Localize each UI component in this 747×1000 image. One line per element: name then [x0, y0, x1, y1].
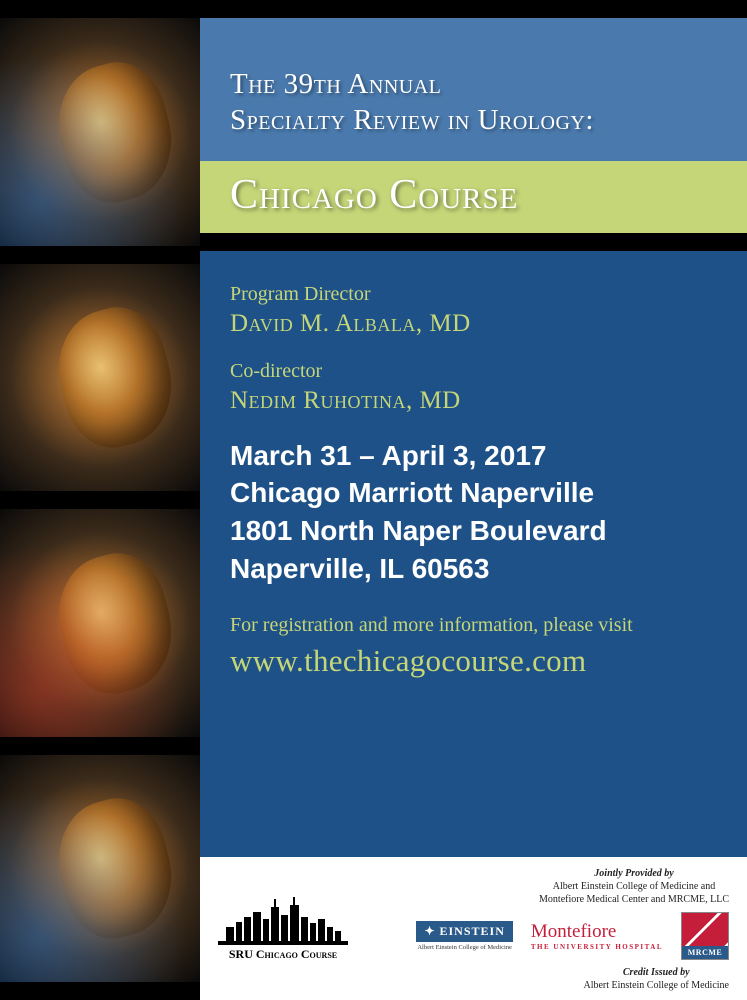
sidebar-divider — [0, 491, 200, 509]
kidney-illustration — [0, 509, 200, 737]
sidebar-divider — [0, 246, 200, 264]
title-line-1: The 39th Annual — [230, 66, 717, 102]
co-director-name: Nedim Ruhotina, MD — [230, 387, 717, 415]
montefiore-logo: Montefiore THE UNIVERSITY HOSPITAL — [531, 921, 663, 951]
title-band: The 39th Annual Specialty Review in Urol… — [200, 18, 747, 161]
mrcme-icon — [682, 913, 728, 946]
einstein-badge: ✦ EINSTEIN — [416, 921, 512, 942]
subtitle-band: Chicago Course — [200, 161, 747, 233]
einstein-logo: ✦ EINSTEIN Albert Einstein College of Me… — [416, 921, 512, 951]
image-sidebar — [0, 0, 200, 1000]
sponsor-logos: ✦ EINSTEIN Albert Einstein College of Me… — [416, 912, 729, 960]
credit-text: Albert Einstein College of Medicine — [583, 980, 729, 991]
sidebar-divider — [0, 982, 200, 1000]
registration-url: www.thechicagocourse.com — [230, 643, 717, 679]
sru-logo: SRU Chicago Course — [218, 897, 348, 962]
program-director-name: David M. Albala, MD — [230, 310, 717, 338]
footer-right: Jointly Provided by Albert Einstein Coll… — [368, 867, 729, 992]
event-venue: Chicago Marriott Naperville — [230, 474, 717, 512]
jointly-label: Jointly Provided by — [594, 868, 673, 879]
registration-prompt: For registration and more information, p… — [230, 614, 717, 637]
kidney-illustration — [0, 755, 200, 983]
content-area: Program Director David M. Albala, MD Co-… — [200, 251, 747, 858]
sidebar-divider — [0, 0, 200, 18]
event-address: 1801 North Naper Boulevard — [230, 512, 717, 550]
subtitle: Chicago Course — [230, 171, 717, 219]
event-details: March 31 – April 3, 2017 Chicago Marriot… — [230, 437, 717, 588]
event-dates: March 31 – April 3, 2017 — [230, 437, 717, 475]
jointly-text: Albert Einstein College of Medicine and … — [539, 881, 729, 905]
credit-issued: Credit Issued by Albert Einstein College… — [583, 966, 729, 992]
einstein-icon: ✦ — [424, 924, 435, 939]
footer: SRU Chicago Course Jointly Provided by A… — [200, 857, 747, 1000]
flyer-page: The 39th Annual Specialty Review in Urol… — [0, 0, 747, 1000]
mrcme-label: MRCME — [682, 946, 728, 959]
program-director-label: Program Director — [230, 283, 717, 306]
jointly-provided: Jointly Provided by Albert Einstein Coll… — [539, 867, 729, 906]
einstein-subtitle: Albert Einstein College of Medicine — [417, 944, 512, 951]
kidney-illustration — [0, 18, 200, 246]
event-citystate: Naperville, IL 60563 — [230, 550, 717, 588]
montefiore-subtitle: THE UNIVERSITY HOSPITAL — [531, 943, 663, 951]
sru-label: SRU Chicago Course — [229, 947, 337, 962]
skyline-icon — [218, 897, 348, 945]
mid-black-bar — [200, 233, 747, 251]
main-content: The 39th Annual Specialty Review in Urol… — [200, 0, 747, 1000]
kidney-illustration — [0, 264, 200, 492]
title-line-2: Specialty Review in Urology: — [230, 102, 717, 138]
top-black-bar — [200, 0, 747, 18]
credit-label: Credit Issued by — [623, 967, 690, 978]
mrcme-logo: MRCME — [681, 912, 729, 960]
sidebar-divider — [0, 737, 200, 755]
co-director-label: Co-director — [230, 360, 717, 383]
montefiore-name: Montefiore — [531, 921, 663, 943]
